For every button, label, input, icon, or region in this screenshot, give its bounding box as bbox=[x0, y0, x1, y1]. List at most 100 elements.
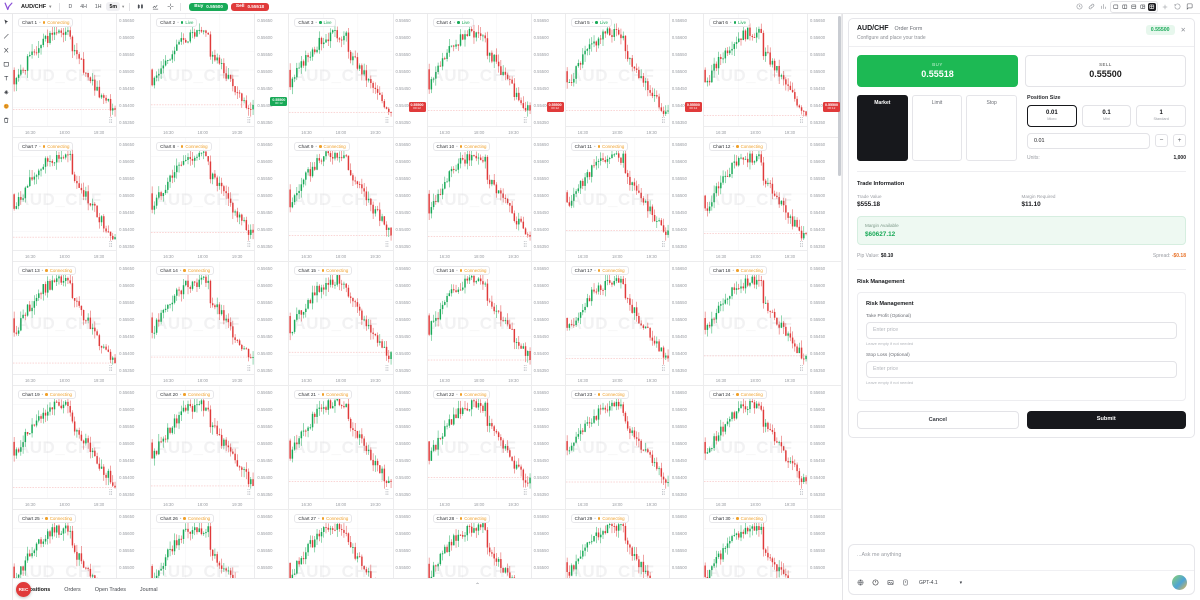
scissors-icon[interactable] bbox=[2, 46, 11, 55]
scrollbar-thumb[interactable] bbox=[838, 16, 841, 176]
chart-resize-handle[interactable]: ⣿ bbox=[108, 490, 113, 496]
chart-cell[interactable]: AUD_CHF Chart 26 • Connecting 0.55650 0.5… bbox=[151, 510, 290, 578]
cursor-icon[interactable] bbox=[2, 18, 11, 27]
chart-resize-handle[interactable]: ⣿ bbox=[246, 242, 252, 248]
chart-cell[interactable]: AUD_CHF Chart 17 • Connecting 0.55650 0.5… bbox=[565, 262, 704, 386]
x-axis[interactable]: 16:30 18:00 19:30 bbox=[289, 126, 393, 137]
order-type-limit[interactable]: Limit bbox=[911, 94, 963, 161]
take-profit-input[interactable]: Enter price bbox=[866, 321, 1177, 339]
avatar[interactable] bbox=[1172, 575, 1187, 590]
y-axis[interactable]: 0.556500.556000.555500.555000.554500.554… bbox=[254, 510, 289, 578]
cancel-button[interactable]: Cancel bbox=[857, 410, 1019, 429]
x-axis[interactable]: 16:30 18:00 19:30 bbox=[151, 250, 255, 261]
lightning-icon[interactable] bbox=[165, 2, 175, 12]
chart-header[interactable]: Chart 22 • Connecting bbox=[432, 390, 491, 399]
text-icon[interactable] bbox=[2, 74, 11, 83]
chart-grid-scroll[interactable]: AUD_CHF Chart 1 • Connecting 0.55650 0.55… bbox=[13, 14, 842, 578]
tab-journal[interactable]: Journal bbox=[139, 586, 158, 593]
chart-plot[interactable]: AUD_CHF bbox=[151, 262, 255, 374]
tab-positions[interactable]: Positions bbox=[26, 586, 51, 593]
x-axis[interactable]: 16:30 18:00 19:30 bbox=[565, 498, 669, 509]
lot-mini[interactable]: 0.1 Mini bbox=[1081, 104, 1132, 127]
chart-plot[interactable]: AUD_CHF bbox=[427, 262, 531, 374]
sparkle-icon[interactable] bbox=[1160, 2, 1170, 12]
chart-header[interactable]: Chart 21 • Connecting bbox=[294, 390, 353, 399]
chart-cell[interactable]: AUD_CHF Chart 10 • Connecting 0.55650 0.5… bbox=[427, 138, 566, 262]
chart-header[interactable]: Chart 29 • Connecting bbox=[570, 514, 629, 523]
chart-cell[interactable]: AUD_CHF Chart 29 • Connecting 0.55650 0.5… bbox=[565, 510, 704, 578]
chart-cell[interactable]: AUD_CHF Chart 24 • Connecting 0.55650 0.5… bbox=[703, 386, 842, 510]
y-axis[interactable]: 0.556500.556000.555500.555000.554500.554… bbox=[392, 510, 427, 578]
chart-plot[interactable]: AUD_CHF bbox=[151, 386, 255, 498]
link-icon[interactable] bbox=[1086, 2, 1096, 12]
chart-header[interactable]: Chart 19 • Connecting bbox=[18, 390, 76, 399]
chart-header[interactable]: Chart 26 • Connecting bbox=[156, 514, 215, 523]
chart-resize-handle[interactable]: ⣿ bbox=[384, 242, 390, 248]
layout-3-icon[interactable] bbox=[1130, 3, 1138, 11]
chart-plot[interactable]: AUD_CHF bbox=[703, 14, 807, 126]
y-axis[interactable]: 0.556500.556000.555500.555000.554500.554… bbox=[668, 510, 703, 578]
layout-1-icon[interactable] bbox=[1112, 3, 1120, 11]
indicator-icon[interactable] bbox=[150, 2, 160, 12]
chart-cell[interactable]: AUD_CHF Chart 8 • Connecting 0.55650 0.55… bbox=[151, 138, 290, 262]
close-icon[interactable]: ✕ bbox=[1180, 27, 1186, 34]
chart-resize-handle[interactable]: ⣿ bbox=[108, 118, 113, 124]
x-axis[interactable]: 16:30 18:00 19:30 bbox=[703, 374, 807, 385]
chart-header[interactable]: Chart 30 • Connecting bbox=[708, 514, 767, 523]
chart-cell[interactable]: AUD_CHF Chart 23 • Connecting 0.55650 0.5… bbox=[565, 386, 704, 510]
chart-cell[interactable]: AUD_CHF Chart 20 • Connecting 0.55650 0.5… bbox=[151, 386, 290, 510]
chart-cell[interactable]: AUD_CHF Chart 19 • Connecting 0.55650 0.5… bbox=[13, 386, 152, 510]
chart-cell[interactable]: AUD_CHF Chart 28 • Connecting 0.55650 0.5… bbox=[427, 510, 566, 578]
chart-plot[interactable]: AUD_CHF bbox=[13, 138, 117, 250]
rectangle-icon[interactable] bbox=[2, 60, 11, 69]
chart-header[interactable]: Chart 18 • Connecting bbox=[708, 266, 767, 275]
chart-resize-handle[interactable]: ⣿ bbox=[384, 366, 390, 372]
layout-grid-icon[interactable] bbox=[1148, 2, 1156, 11]
chart-header[interactable]: Chart 28 • Connecting bbox=[432, 514, 491, 523]
timeframe-5m[interactable]: 5m bbox=[106, 2, 120, 11]
chart-header[interactable]: Chart 9 • Connecting bbox=[294, 142, 350, 151]
x-axis[interactable]: 16:30 18:00 19:30 bbox=[427, 374, 531, 385]
chart-cell[interactable]: AUD_CHF Chart 21 • Connecting 0.55650 0.5… bbox=[289, 386, 428, 510]
chart-header[interactable]: Chart 1 • Connecting bbox=[18, 18, 74, 27]
timeframe-chevron-down-icon[interactable]: ▾ bbox=[121, 3, 125, 9]
chart-resize-handle[interactable]: ⣿ bbox=[799, 490, 804, 496]
chart-header[interactable]: Chart 15 • Connecting bbox=[294, 266, 353, 275]
chart-plot[interactable]: AUD_CHF bbox=[427, 138, 531, 250]
chart-plot[interactable]: AUD_CHF bbox=[13, 262, 117, 374]
chart-cell[interactable]: AUD_CHF Chart 12 • Connecting 0.55650 0.5… bbox=[703, 138, 842, 262]
chart-plot[interactable]: AUD_CHF bbox=[565, 14, 669, 126]
chart-plot[interactable]: AUD_CHF bbox=[703, 138, 807, 250]
chart-cell[interactable]: AUD_CHF Chart 22 • Connecting 0.55650 0.5… bbox=[427, 386, 566, 510]
lot-standard[interactable]: 1 Standard bbox=[1136, 104, 1187, 127]
chart-resize-handle[interactable]: ⣿ bbox=[661, 490, 666, 496]
chart-cell[interactable]: AUD_CHF Chart 1 • Connecting 0.55650 0.55… bbox=[13, 14, 152, 138]
image-icon[interactable] bbox=[886, 579, 894, 587]
history-icon[interactable] bbox=[1172, 2, 1182, 12]
chart-resize-handle[interactable]: ⣿ bbox=[661, 366, 666, 372]
chart-resize-handle[interactable]: ⣿ bbox=[661, 118, 666, 124]
chart-resize-handle[interactable]: ⣿ bbox=[246, 490, 252, 496]
chart-resize-handle[interactable]: ⣿ bbox=[384, 118, 390, 124]
y-axis[interactable]: 0.556500.556000.555500.555000.554500.554… bbox=[807, 510, 841, 578]
chart-resize-handle[interactable]: ⣿ bbox=[522, 242, 528, 248]
stop-loss-input[interactable]: Enter price bbox=[866, 360, 1177, 378]
order-type-market[interactable]: Market bbox=[857, 94, 908, 161]
x-axis[interactable]: 16:30 18:00 19:30 bbox=[427, 250, 531, 261]
chart-grid-scrollbar[interactable] bbox=[838, 16, 841, 563]
chart-cell[interactable]: AUD_CHF Chart 6 • Live 0.55650 0.55600 0.5… bbox=[703, 14, 842, 138]
chart-plot[interactable]: AUD_CHF bbox=[151, 138, 255, 250]
chart-header[interactable]: Chart 5 • Live bbox=[570, 18, 612, 27]
